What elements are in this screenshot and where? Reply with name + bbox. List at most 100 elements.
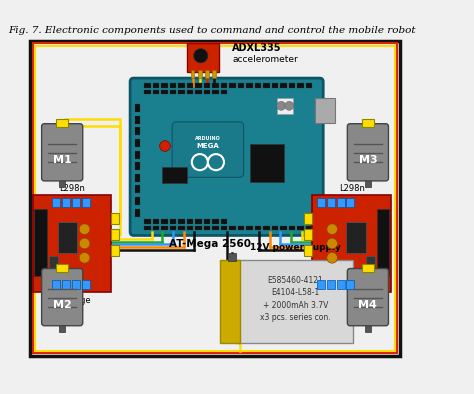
Bar: [111, 213, 119, 224]
Circle shape: [160, 141, 170, 151]
Bar: [195, 90, 201, 94]
Bar: [52, 198, 60, 207]
Bar: [136, 197, 140, 205]
Text: ADXL335: ADXL335: [232, 43, 282, 53]
Text: L298n: L298n: [59, 184, 85, 193]
Text: M1: M1: [53, 155, 72, 165]
Text: Fig. 7. Electronic components used to command and control the mobile robot: Fig. 7. Electronic components used to co…: [9, 26, 416, 35]
Bar: [178, 226, 185, 230]
Bar: [82, 198, 90, 207]
Text: AT-Mega 2560: AT-Mega 2560: [169, 240, 251, 249]
Bar: [187, 226, 193, 230]
Bar: [346, 280, 355, 289]
Bar: [111, 229, 119, 240]
Text: ARDUINO: ARDUINO: [195, 136, 221, 141]
Bar: [212, 84, 219, 88]
Bar: [212, 70, 216, 78]
Bar: [136, 116, 140, 124]
Bar: [362, 119, 374, 127]
Circle shape: [193, 48, 208, 63]
Circle shape: [327, 238, 337, 249]
Bar: [136, 174, 140, 182]
Bar: [33, 195, 111, 292]
Bar: [238, 226, 244, 230]
Text: M2: M2: [53, 300, 72, 310]
Bar: [204, 84, 210, 88]
Bar: [170, 226, 176, 230]
Bar: [36, 46, 395, 351]
Text: accelerometer: accelerometer: [232, 55, 298, 64]
Bar: [33, 43, 397, 353]
Bar: [60, 178, 65, 187]
Bar: [72, 198, 80, 207]
Bar: [198, 70, 201, 78]
FancyBboxPatch shape: [130, 78, 323, 236]
Text: E585460-4121: E585460-4121: [268, 276, 323, 284]
Text: M4: M4: [358, 300, 377, 310]
Bar: [205, 70, 209, 78]
Bar: [136, 139, 140, 147]
Bar: [221, 226, 227, 230]
Circle shape: [208, 154, 224, 170]
Bar: [264, 226, 270, 230]
Text: MEGA: MEGA: [197, 143, 219, 149]
Circle shape: [277, 101, 286, 110]
Bar: [317, 198, 325, 207]
Bar: [153, 84, 159, 88]
Bar: [56, 264, 68, 272]
Bar: [315, 98, 335, 123]
Bar: [280, 84, 287, 88]
Bar: [187, 90, 193, 94]
Bar: [289, 84, 295, 88]
FancyBboxPatch shape: [347, 124, 389, 181]
Bar: [255, 84, 261, 88]
Bar: [229, 84, 236, 88]
Bar: [346, 222, 366, 253]
Bar: [111, 245, 119, 256]
Bar: [306, 226, 312, 230]
Bar: [237, 260, 353, 343]
Bar: [162, 167, 187, 183]
Bar: [136, 104, 140, 112]
Bar: [272, 84, 278, 88]
Bar: [60, 323, 65, 332]
Bar: [280, 226, 287, 230]
Bar: [317, 280, 325, 289]
Bar: [250, 144, 284, 182]
Bar: [170, 90, 176, 94]
Circle shape: [192, 154, 208, 170]
Bar: [228, 253, 237, 261]
FancyBboxPatch shape: [172, 122, 244, 177]
Bar: [297, 226, 303, 230]
Bar: [145, 90, 151, 94]
Bar: [377, 208, 389, 276]
Bar: [178, 219, 185, 224]
Circle shape: [285, 101, 294, 110]
Bar: [52, 280, 60, 289]
Bar: [304, 213, 312, 224]
Bar: [362, 264, 374, 272]
Bar: [187, 43, 219, 72]
Bar: [304, 245, 312, 256]
Bar: [178, 90, 185, 94]
Bar: [337, 198, 345, 207]
Bar: [195, 219, 201, 224]
Bar: [153, 226, 159, 230]
Bar: [221, 90, 227, 94]
Bar: [306, 84, 312, 88]
Bar: [238, 84, 244, 88]
Bar: [277, 98, 293, 114]
Bar: [212, 226, 219, 230]
Bar: [327, 198, 335, 207]
Bar: [170, 219, 176, 224]
Bar: [145, 226, 151, 230]
Bar: [264, 84, 270, 88]
Bar: [365, 323, 371, 332]
Bar: [255, 226, 261, 230]
Bar: [212, 90, 219, 94]
Bar: [366, 256, 375, 272]
Bar: [212, 219, 219, 224]
Bar: [56, 119, 68, 127]
FancyBboxPatch shape: [42, 124, 83, 181]
Bar: [312, 195, 391, 292]
